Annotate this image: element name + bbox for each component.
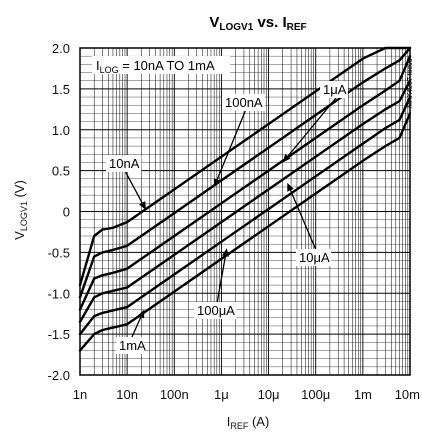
x-tick-label: 1n bbox=[73, 387, 87, 402]
y-tick-label: 2.0 bbox=[52, 41, 70, 56]
y-tick-label: -0.5 bbox=[48, 245, 70, 260]
chart-title: VLOGV1 vs. IREF bbox=[209, 14, 306, 33]
annotations: 10nA 100nA 1μA 10μA 100μA 1mA bbox=[106, 81, 348, 354]
annotation-arrow-line bbox=[131, 316, 142, 338]
x-tick-label: 1m bbox=[354, 387, 372, 402]
y-axis-label: VLOGV1 (V) bbox=[12, 180, 29, 240]
annotation-arrow-line bbox=[289, 189, 317, 250]
series-layer bbox=[78, 46, 412, 352]
watermark: MAX4207 toc05 bbox=[407, 58, 414, 108]
y-tick-label: -1.5 bbox=[48, 327, 70, 342]
x-tick-label: 10μ bbox=[258, 387, 280, 402]
x-tick-label: 1μ bbox=[214, 387, 229, 402]
title-ref-sub: REF bbox=[287, 22, 307, 33]
annotation-arrow-line bbox=[125, 171, 143, 204]
annotation-arrow-line bbox=[216, 256, 227, 303]
xlabel-sub: REF bbox=[230, 421, 249, 431]
annotation-label-bg bbox=[320, 81, 348, 98]
y-tick-label: 0.5 bbox=[52, 164, 70, 179]
xlabel-unit: (A) bbox=[248, 414, 269, 429]
annotation-label: 100μA bbox=[197, 303, 235, 318]
xlabel-main: I bbox=[227, 414, 231, 429]
y-tick-label: -2.0 bbox=[48, 368, 70, 383]
plot-frame bbox=[79, 47, 411, 376]
annotation-label: 1mA bbox=[119, 338, 146, 353]
series-line-2 bbox=[78, 55, 412, 311]
y-tick-label: -1.0 bbox=[48, 286, 70, 301]
annotation-arrow-head bbox=[139, 201, 146, 210]
annotation-arrow-head bbox=[287, 182, 294, 192]
annotation-arrow-head bbox=[282, 154, 291, 163]
series-line-4 bbox=[78, 95, 412, 336]
legend-box: ILOG = 10nA TO 1mA bbox=[92, 56, 230, 75]
x-axis-label: IREF (A) bbox=[227, 414, 270, 431]
ylabel-sub: LOGV1 bbox=[19, 201, 29, 231]
title-main: V bbox=[209, 14, 219, 31]
legend-text: ILOG = 10nA TO 1mA bbox=[96, 58, 215, 75]
annotation-label-bg bbox=[296, 249, 332, 266]
annotation-arrow-head bbox=[213, 178, 221, 187]
title-main-sub: LOGV1 bbox=[219, 22, 253, 33]
series-line-5 bbox=[78, 112, 412, 352]
title-vs: vs. I bbox=[253, 14, 286, 31]
x-tick-labels: 1n 10n 100n 1μ 10μ 100μ 1m 10m bbox=[73, 387, 420, 402]
annotation-arrow-line bbox=[216, 110, 246, 180]
annotation-label: 10μA bbox=[299, 250, 330, 265]
annotation-label-bg bbox=[194, 302, 237, 319]
legend-main: I bbox=[96, 58, 100, 73]
ylabel-unit: (V) bbox=[12, 180, 27, 201]
x-tick-label: 100n bbox=[160, 387, 189, 402]
y-tick-label: 1.0 bbox=[52, 123, 70, 138]
x-tick-label: 100μ bbox=[301, 387, 330, 402]
legend-sub: LOG bbox=[100, 65, 119, 75]
series-line-3 bbox=[78, 79, 412, 324]
annotation-label: 10nA bbox=[109, 156, 140, 171]
annotation-label-bg bbox=[222, 94, 265, 111]
legend-rest: = 10nA TO 1mA bbox=[119, 58, 215, 73]
y-tick-label: 1.5 bbox=[52, 82, 70, 97]
annotation-label-bg bbox=[106, 155, 142, 172]
x-tick-label: 10m bbox=[395, 387, 420, 402]
annotation-label: 100nA bbox=[225, 95, 263, 110]
series-line-1 bbox=[78, 46, 412, 299]
annotation-arrow-head bbox=[137, 309, 145, 319]
annotation-arrow-line bbox=[287, 97, 337, 157]
y-tick-label: 0 bbox=[63, 205, 70, 220]
annotation-label: 1μA bbox=[323, 82, 347, 97]
y-tick-labels: 2.0 1.5 1.0 0.5 0 -0.5 -1.0 -1.5 -2.0 bbox=[48, 41, 70, 383]
annotation-arrow-head bbox=[221, 248, 229, 257]
annotation-label-bg bbox=[116, 337, 144, 354]
ylabel-main: V bbox=[12, 231, 27, 240]
plot-area: 10nA 100nA 1μA 10μA 100μA 1mA bbox=[78, 46, 412, 376]
x-tick-label: 10n bbox=[116, 387, 138, 402]
